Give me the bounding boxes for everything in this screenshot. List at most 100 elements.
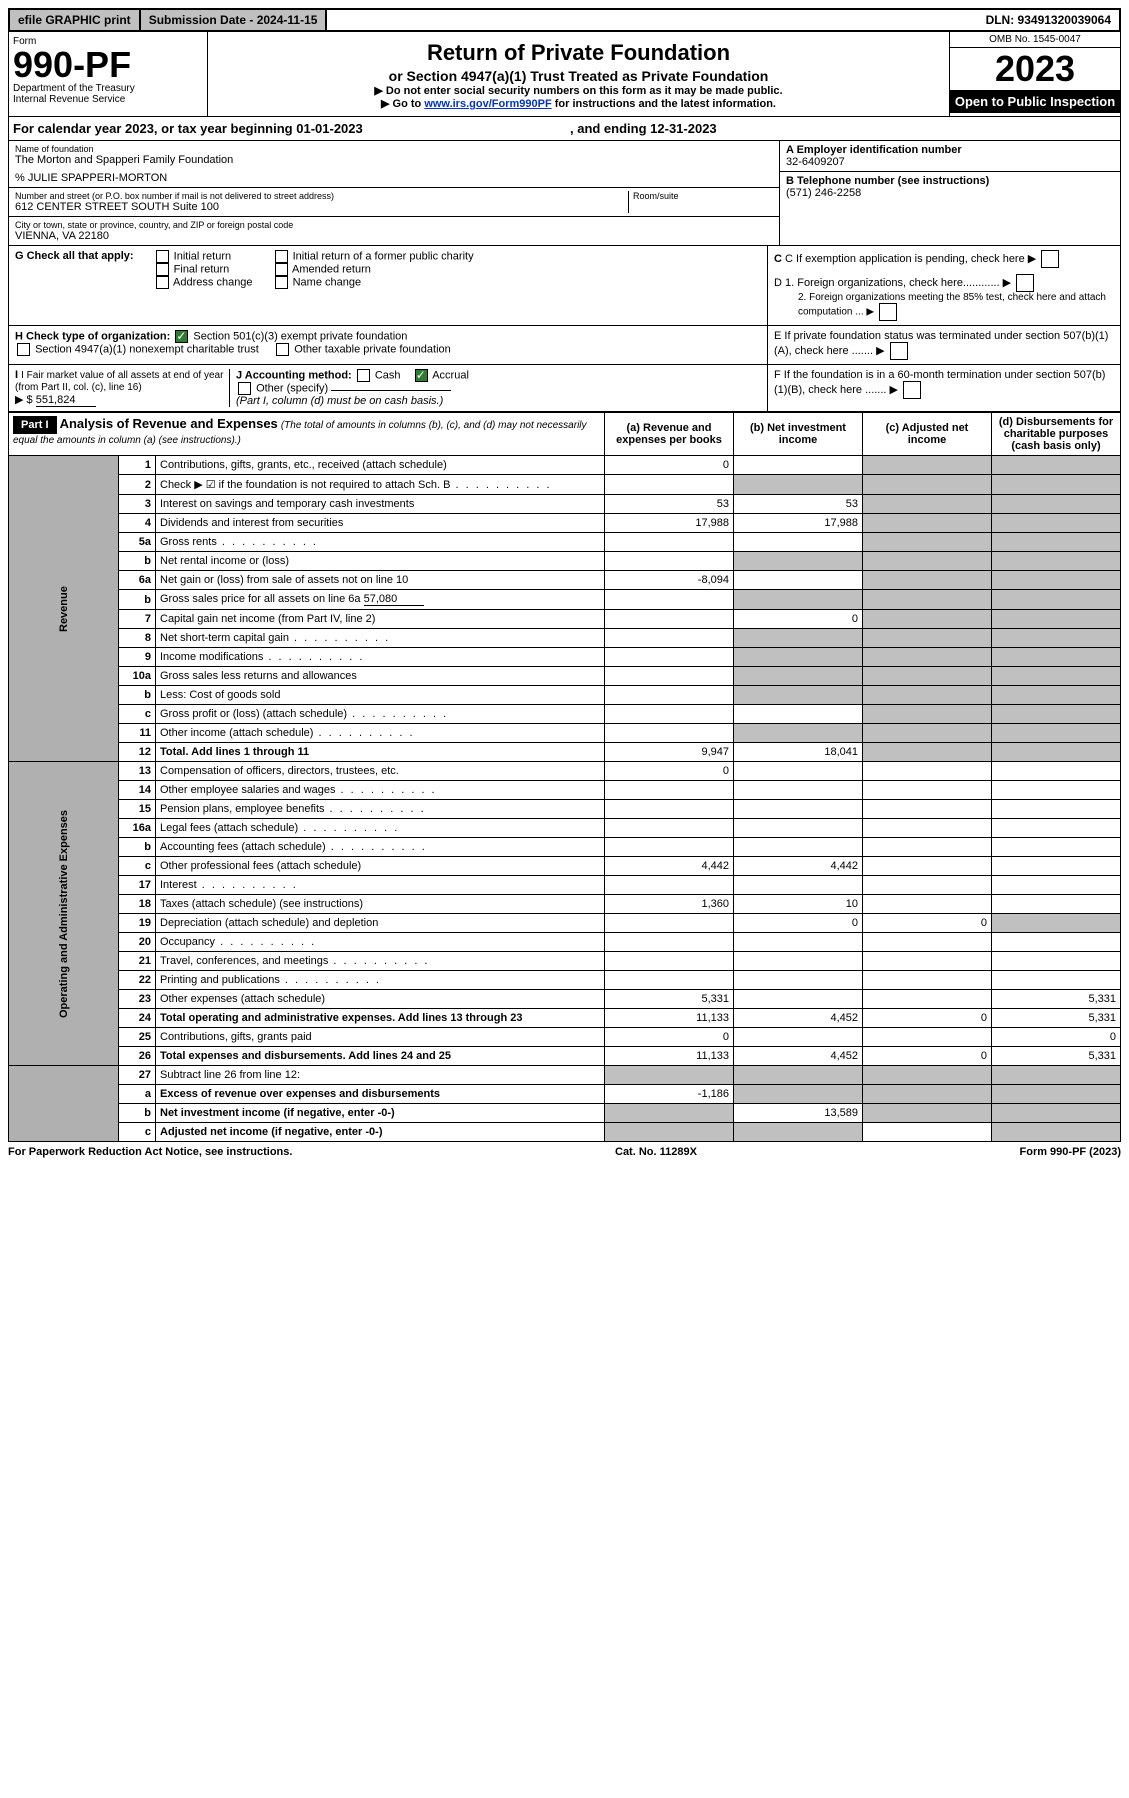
entity-info: Name of foundation The Morton and Spappe…	[8, 141, 1121, 246]
cell-col-a: 9,947	[605, 743, 734, 762]
cell-col-c	[863, 686, 992, 705]
cell-col-a	[605, 705, 734, 724]
chk-name-change[interactable]	[275, 276, 288, 289]
line-desc: Net gain or (loss) from sale of assets n…	[156, 571, 605, 590]
cell-col-c	[863, 1085, 992, 1104]
line-row: 21Travel, conferences, and meetings	[9, 952, 1121, 971]
cell-col-dv	[992, 629, 1121, 648]
cell-col-b	[734, 667, 863, 686]
line-row: Operating and Administrative Expenses13C…	[9, 762, 1121, 781]
cell-col-a	[605, 686, 734, 705]
line-number: 6a	[119, 571, 156, 590]
cell-col-dv	[992, 610, 1121, 629]
line-desc: Legal fees (attach schedule)	[156, 819, 605, 838]
form-header: Form 990-PF Department of the Treasury I…	[8, 32, 1121, 117]
cell-col-c	[863, 838, 992, 857]
foundation-name: The Morton and Spapperi Family Foundatio…	[15, 154, 773, 166]
chk-initial-former[interactable]	[275, 250, 288, 263]
cell-col-dv	[992, 495, 1121, 514]
cell-col-b: 10	[734, 895, 863, 914]
chk-amended[interactable]	[275, 263, 288, 276]
cell-col-dv	[992, 571, 1121, 590]
line-desc: Total expenses and disbursements. Add li…	[156, 1047, 605, 1066]
cell-col-a: 0	[605, 762, 734, 781]
form990pf-link[interactable]: www.irs.gov/Form990PF	[424, 98, 551, 110]
chk-other-method[interactable]	[238, 382, 251, 395]
line-row: 14Other employee salaries and wages	[9, 781, 1121, 800]
cell-col-dv	[992, 1123, 1121, 1142]
cell-col-c	[863, 952, 992, 971]
line-row: 12Total. Add lines 1 through 119,94718,0…	[9, 743, 1121, 762]
cell-col-dv	[992, 762, 1121, 781]
part1-tag: Part I	[13, 416, 57, 434]
line-row: cOther professional fees (attach schedul…	[9, 857, 1121, 876]
cell-col-c	[863, 629, 992, 648]
note2-post: for instructions and the latest informat…	[555, 98, 776, 110]
line-row: 22Printing and publications	[9, 971, 1121, 990]
chk-final-return[interactable]	[156, 263, 169, 276]
line-desc: Dividends and interest from securities	[156, 514, 605, 533]
cell-col-c	[863, 876, 992, 895]
line-row: 20Occupancy	[9, 933, 1121, 952]
calendar-year-bar: For calendar year 2023, or tax year begi…	[8, 117, 1121, 141]
phone-label: B Telephone number (see instructions)	[786, 175, 1114, 187]
line-number: 18	[119, 895, 156, 914]
cell-col-dv	[992, 838, 1121, 857]
j-cash: Cash	[375, 369, 401, 381]
line-desc: Contributions, gifts, grants, etc., rece…	[156, 456, 605, 475]
cell-col-dv	[992, 686, 1121, 705]
cell-col-b	[734, 1085, 863, 1104]
cell-col-c	[863, 705, 992, 724]
chk-d1[interactable]	[1016, 274, 1034, 292]
line-row: bAccounting fees (attach schedule)	[9, 838, 1121, 857]
chk-initial-return[interactable]	[156, 250, 169, 263]
line-number: 14	[119, 781, 156, 800]
cell-col-a	[605, 952, 734, 971]
chk-other-taxable[interactable]	[276, 343, 289, 356]
col-a-hdr: (a) Revenue and expenses per books	[605, 413, 734, 456]
line-number: 17	[119, 876, 156, 895]
line-number: 1	[119, 456, 156, 475]
dln: DLN: 93491320039064	[978, 10, 1119, 30]
chk-501c3[interactable]	[175, 330, 188, 343]
line-desc: Other employee salaries and wages	[156, 781, 605, 800]
street-address: 612 CENTER STREET SOUTH Suite 100	[15, 201, 628, 213]
cell-col-b	[734, 838, 863, 857]
chk-d2[interactable]	[879, 303, 897, 321]
ein-value: 32-6409207	[786, 156, 1114, 168]
cell-col-c	[863, 571, 992, 590]
d2-label: 2. Foreign organizations meeting the 85%…	[774, 292, 1114, 321]
spacer	[9, 1066, 119, 1142]
chk-accrual[interactable]	[415, 369, 428, 382]
chk-cash[interactable]	[357, 369, 370, 382]
cell-col-b	[734, 800, 863, 819]
cal-pre: For calendar year 2023, or tax year begi…	[13, 121, 296, 136]
cell-col-a	[605, 1066, 734, 1085]
line-desc: Accounting fees (attach schedule)	[156, 838, 605, 857]
cell-col-b: 4,452	[734, 1047, 863, 1066]
line-number: 2	[119, 475, 156, 495]
line-desc: Total operating and administrative expen…	[156, 1009, 605, 1028]
chk-address-change[interactable]	[156, 276, 169, 289]
form-subtitle: or Section 4947(a)(1) Trust Treated as P…	[214, 68, 943, 84]
cell-col-c	[863, 781, 992, 800]
cell-col-b: 0	[734, 610, 863, 629]
cell-col-a: -1,186	[605, 1085, 734, 1104]
line-row: 11Other income (attach schedule)	[9, 724, 1121, 743]
cell-col-c	[863, 475, 992, 495]
cell-col-dv	[992, 590, 1121, 610]
chk-4947[interactable]	[17, 343, 30, 356]
cell-col-dv	[992, 895, 1121, 914]
line-row: bGross sales price for all assets on lin…	[9, 590, 1121, 610]
line-number: 16a	[119, 819, 156, 838]
section-h-e: H Check type of organization: Section 50…	[8, 326, 1121, 365]
chk-f[interactable]	[903, 381, 921, 399]
cell-col-dv	[992, 724, 1121, 743]
g-label: G Check all that apply:	[15, 250, 134, 262]
i-prefix: ▶ $	[15, 394, 33, 406]
chk-c[interactable]	[1041, 250, 1059, 268]
chk-e[interactable]	[890, 342, 908, 360]
ein-label: A Employer identification number	[786, 144, 1114, 156]
cal-mid: , and ending	[570, 121, 650, 136]
line-number: 9	[119, 648, 156, 667]
